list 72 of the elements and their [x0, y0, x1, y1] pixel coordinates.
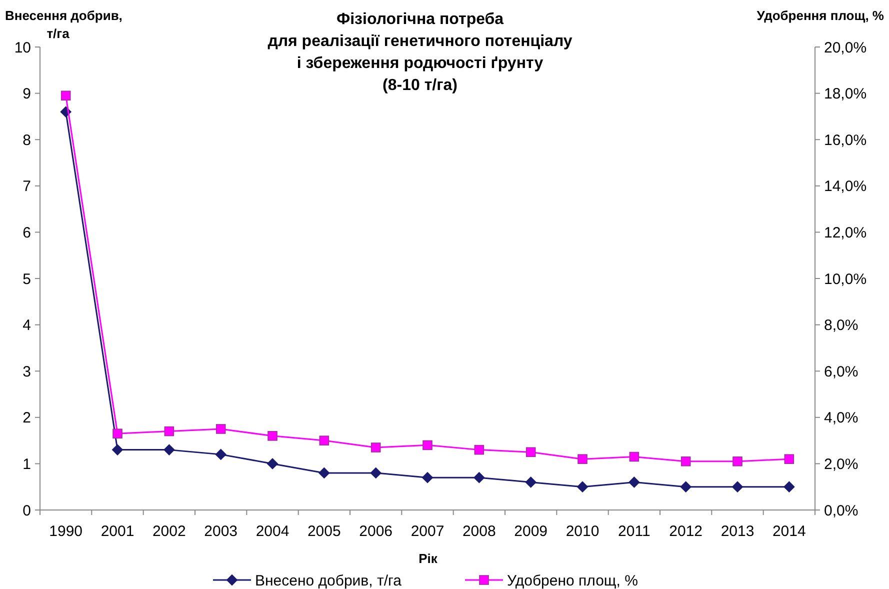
x-tick-label: 2009 [514, 523, 548, 540]
point [164, 426, 174, 436]
x-tick-label: 2014 [772, 523, 806, 540]
y2-tick-label: 18,0% [824, 86, 867, 103]
y2-tick-label: 14,0% [824, 178, 867, 196]
chart-title: Фізіологічна потреба для реалізації генетичного потенціалу і збереження родючості ґрунту (8-10 т/га) [268, 11, 572, 94]
point [267, 458, 278, 470]
y2-tick-label: 8,0% [824, 317, 858, 334]
y-tick-label: 9 [22, 86, 31, 103]
x-tick-label: 2013 [720, 523, 754, 540]
point [732, 481, 743, 492]
point [318, 467, 330, 478]
y-axis-title: Внесення добрив, т/га [5, 8, 122, 41]
point [370, 442, 381, 452]
point [60, 90, 71, 101]
y2-tick-label: 12,0% [824, 224, 867, 242]
point [422, 472, 433, 484]
y-tick-label: 8 [22, 132, 31, 149]
point [319, 436, 330, 446]
point [474, 444, 484, 455]
x-tick-label: 2010 [566, 523, 600, 540]
x-tick-label: 1990 [49, 523, 83, 540]
y2-tick-label: 10,0% [824, 270, 867, 288]
point [526, 447, 536, 458]
y2-tick-label: 16,0% [824, 132, 867, 149]
y-tick-label: 4 [22, 317, 31, 334]
point [474, 472, 485, 484]
x-tick-label: 2011 [618, 523, 650, 540]
point [628, 476, 640, 488]
x-tick-label: 2007 [410, 523, 444, 540]
y-tick-label: 5 [22, 270, 31, 288]
point [164, 444, 175, 456]
point [216, 424, 226, 434]
y2-tick-label: 2,0% [824, 456, 858, 473]
y-tick-label: 3 [22, 363, 31, 380]
y-tick-label: 10 [14, 39, 31, 56]
x-tick-label: 2001 [100, 523, 134, 540]
point [577, 481, 588, 492]
point [268, 431, 278, 441]
x-tick-label: 2003 [204, 523, 238, 540]
x-tick-label: 2005 [307, 523, 341, 540]
y-tick-label: 0 [22, 502, 31, 520]
legend-label: Удобрено площ, % [507, 572, 638, 589]
point [215, 448, 226, 460]
x-tick-label: 2004 [256, 523, 290, 540]
point [784, 454, 794, 464]
x-axis-title: Рік [418, 551, 438, 566]
point [112, 444, 123, 456]
legend-label: Внесено добрив, т/га [255, 572, 402, 589]
y2-tick-label: 0,0% [824, 502, 858, 520]
y2-tick-label: 20,0% [824, 39, 867, 56]
y2-axis-title: Удобрення площ, % [756, 8, 884, 23]
y2-tick-label: 4,0% [824, 410, 858, 427]
x-tick-label: 2012 [669, 523, 703, 540]
y-tick-label: 1 [22, 456, 31, 473]
x-tick-label: 2002 [152, 523, 186, 540]
y2-tick-label: 6,0% [824, 363, 858, 380]
y-tick-label: 6 [22, 224, 31, 242]
point [578, 454, 588, 464]
x-tick-label: 2008 [462, 523, 496, 540]
point [784, 481, 795, 492]
point [525, 476, 536, 488]
y-tick-label: 2 [22, 410, 31, 427]
y-tick-label: 7 [22, 178, 31, 196]
x-tick-label: 2006 [359, 523, 393, 540]
point [732, 456, 742, 466]
point [680, 481, 692, 492]
point [629, 452, 640, 462]
point [370, 467, 382, 478]
point [112, 428, 122, 439]
point [422, 440, 432, 450]
point [680, 456, 691, 466]
